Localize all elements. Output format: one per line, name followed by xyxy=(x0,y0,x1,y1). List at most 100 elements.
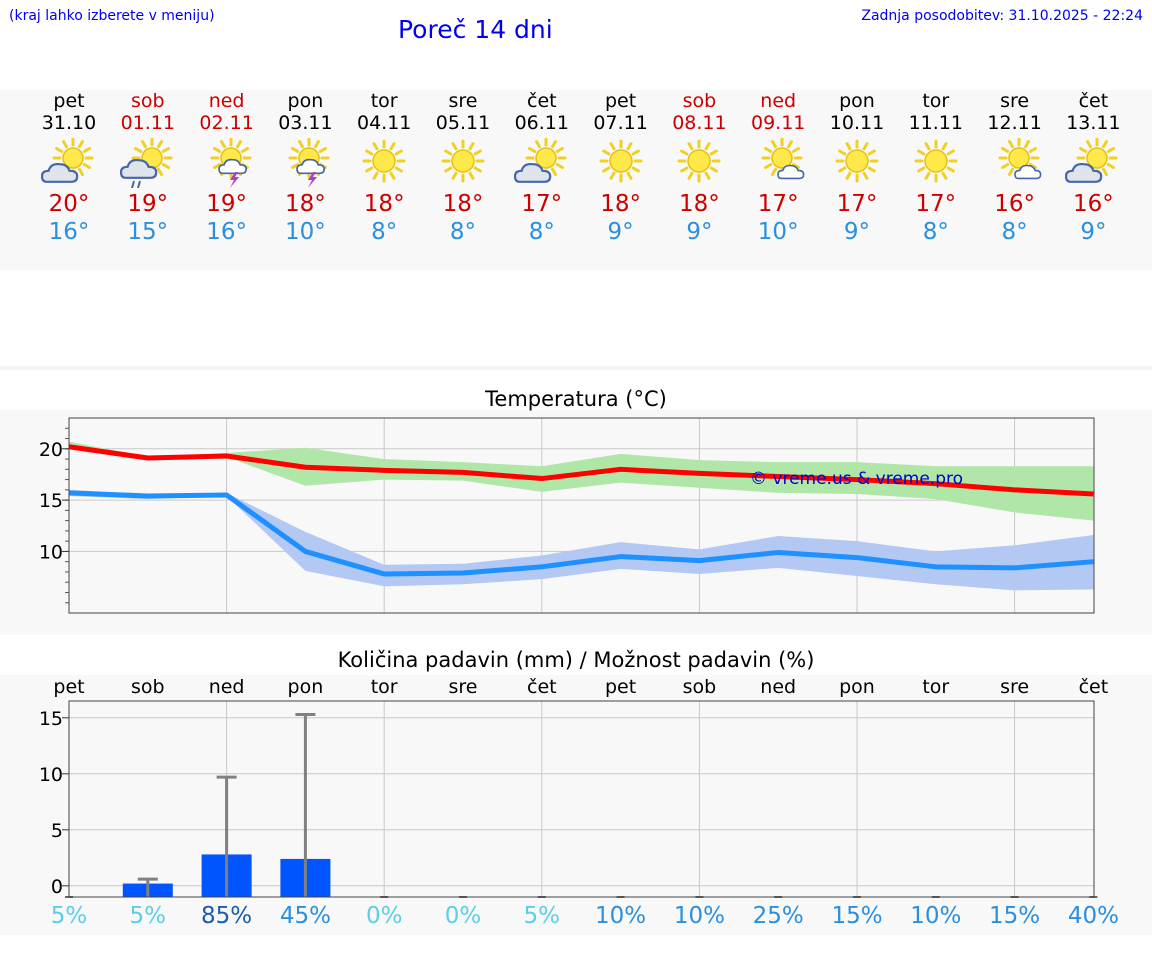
temp-chart-title: Temperatura (°C) xyxy=(485,387,667,411)
rain-day-label: pon xyxy=(287,676,324,698)
forecast-day: sob 08.11 18° 9° xyxy=(659,90,739,246)
sun-storm-icon xyxy=(210,138,252,188)
rain-day-label: tor xyxy=(922,676,950,698)
rain-probability: 0% xyxy=(444,903,482,929)
sun-icon xyxy=(835,139,879,183)
last-update: Zadnja posodobitev: 31.10.2025 - 22:24 xyxy=(861,8,1143,24)
rain-day-label: sre xyxy=(448,676,478,698)
forecast-day: ned 02.11 19° 16° xyxy=(187,90,267,246)
day-name: čet xyxy=(1078,90,1109,112)
rain-chart-title: Količina padavin (mm) / Možnost padavin … xyxy=(337,648,815,672)
forecast-day: ned 09.11 17° 10° xyxy=(738,90,818,246)
day-date: 08.11 xyxy=(672,112,727,134)
temp-max: 18° xyxy=(285,191,326,217)
sun-cloud-icon xyxy=(1065,138,1118,183)
forecast-day: sre 05.11 18° 8° xyxy=(423,90,503,246)
day-name: sob xyxy=(131,90,165,112)
forecast-day: pet 31.10 20° 16° xyxy=(29,90,109,246)
rain-day-label: pet xyxy=(604,676,637,698)
temp-max: 17° xyxy=(915,191,957,217)
day-name: tor xyxy=(922,90,950,112)
temp-max: 18° xyxy=(600,191,641,217)
rain-probability: 10% xyxy=(673,903,725,929)
day-name: pet xyxy=(53,90,85,112)
temp-max: 17° xyxy=(757,191,799,217)
rain-probability: 5% xyxy=(523,903,561,929)
sun-rain-icon xyxy=(119,138,173,188)
min-temp-line xyxy=(68,490,1094,577)
temp-min: 8° xyxy=(528,219,555,245)
day-name: sre xyxy=(448,90,478,112)
max-temp-band xyxy=(69,441,1094,521)
sun-small-cloud-icon xyxy=(761,138,805,180)
day-date: 03.11 xyxy=(278,112,333,134)
temp-min: 9° xyxy=(607,219,634,245)
temp-max: 19° xyxy=(127,191,169,217)
min-temp-band xyxy=(69,489,1094,591)
rain-ytick-label: 5 xyxy=(51,820,63,842)
rain-day-label: ned xyxy=(208,676,245,698)
rain-day-label: čet xyxy=(527,676,557,698)
rain-probability: 25% xyxy=(752,903,804,929)
temp-ytick-label: 15 xyxy=(39,490,63,512)
day-date: 07.11 xyxy=(593,112,648,134)
rain-day-label: sre xyxy=(1000,676,1030,698)
sun-icon xyxy=(914,139,958,183)
rain-day-label: sob xyxy=(682,676,717,698)
rain-ytick-label: 10 xyxy=(39,764,63,786)
rain-probability: 85% xyxy=(201,903,253,929)
forecast-day: pet 07.11 18° 9° xyxy=(581,90,661,246)
day-date: 06.11 xyxy=(514,112,569,134)
temp-max: 16° xyxy=(994,191,1035,217)
day-date: 09.11 xyxy=(750,112,806,134)
rain-day-label: pon xyxy=(839,676,875,698)
temp-max: 17° xyxy=(836,191,878,217)
day-name: pon xyxy=(839,90,875,112)
day-name: tor xyxy=(370,90,398,112)
day-date: 12.11 xyxy=(987,112,1042,134)
rain-ytick-label: 15 xyxy=(39,708,63,730)
day-name: pon xyxy=(287,90,324,112)
temp-min: 10° xyxy=(285,219,326,245)
rain-probability: 15% xyxy=(989,903,1041,929)
forecast-day: sre 12.11 16° 8° xyxy=(975,90,1055,246)
temp-ytick-label: 20 xyxy=(39,439,63,461)
temp-min: 16° xyxy=(48,219,90,245)
day-name: čet xyxy=(527,90,557,112)
rain-day-label: ned xyxy=(760,676,797,698)
day-date: 11.11 xyxy=(908,112,963,134)
temp-min: 9° xyxy=(1080,219,1107,245)
city-menu-hint[interactable]: (kraj lahko izberete v meniju) xyxy=(9,8,215,24)
rain-ytick-label: 0 xyxy=(51,876,63,898)
temp-min: 15° xyxy=(127,219,169,245)
day-name: ned xyxy=(208,90,245,112)
temp-min: 8° xyxy=(922,219,949,245)
rain-probability: 15% xyxy=(831,903,883,929)
sun-cloud-icon xyxy=(41,138,94,183)
rain-probability: 45% xyxy=(279,903,331,929)
rain-day-label: pet xyxy=(53,676,85,698)
day-name: sre xyxy=(1000,90,1030,112)
rain-probability: 40% xyxy=(1067,903,1119,929)
temp-min: 9° xyxy=(686,219,713,245)
temp-min: 8° xyxy=(449,219,477,245)
rain-probability: 5% xyxy=(129,903,167,929)
sun-icon xyxy=(677,139,721,183)
sun-storm-icon xyxy=(288,138,330,188)
forecast-day: tor 11.11 17° 8° xyxy=(896,90,976,246)
day-date: 02.11 xyxy=(199,112,254,134)
rain-probability: 5% xyxy=(50,903,88,929)
temp-min: 8° xyxy=(1001,219,1028,245)
temp-max: 18° xyxy=(679,191,720,217)
temp-max: 18° xyxy=(363,191,405,217)
forecast-day: pon 03.11 18° 10° xyxy=(265,90,345,246)
separator xyxy=(0,366,1152,370)
temp-min: 10° xyxy=(757,219,799,245)
temp-max: 18° xyxy=(442,191,484,217)
rain-probability: 0% xyxy=(365,903,403,929)
day-date: 10.11 xyxy=(829,112,885,134)
page-title: Poreč 14 dni xyxy=(398,15,553,44)
forecast-day: čet 13.11 16° 9° xyxy=(1053,90,1133,246)
day-date: 01.11 xyxy=(120,112,175,134)
